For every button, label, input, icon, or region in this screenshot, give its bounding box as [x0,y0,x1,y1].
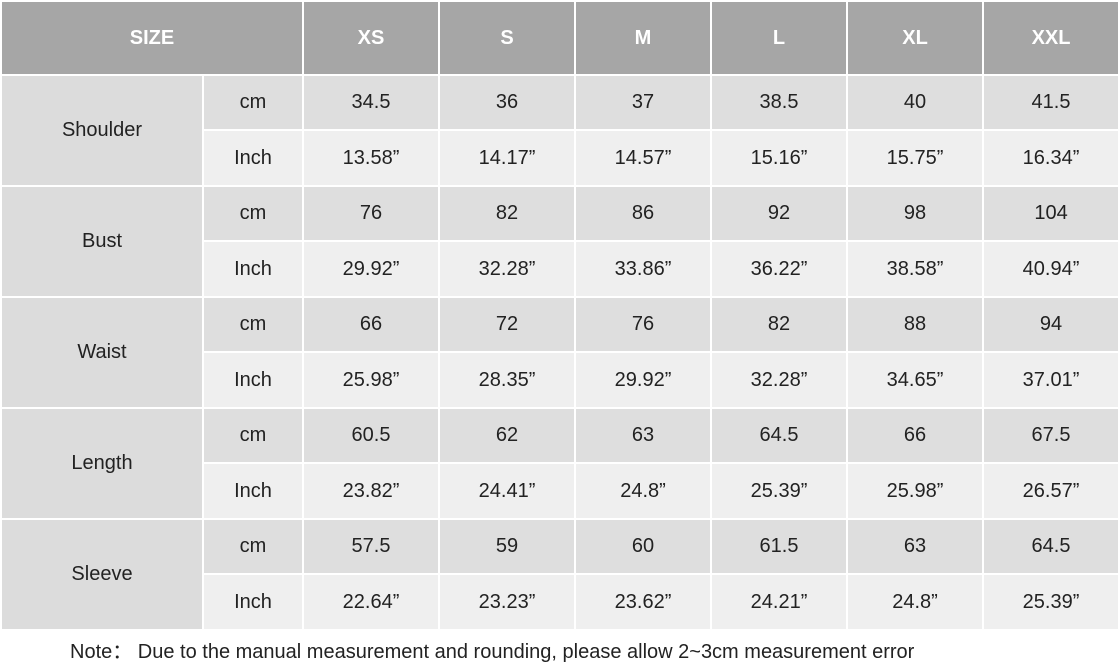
unit-cell: Inch [204,242,303,296]
header-row: SIZE XS S M L XL XXL [2,2,1119,74]
value-cell: 57.5 [304,520,439,573]
unit-cell: cm [204,298,303,351]
measurement-name: Waist [2,298,202,407]
measurement-name: Bust [2,187,202,296]
header-cell: XXL [984,2,1119,74]
value-cell: 60 [576,520,711,573]
value-cell: 38.5 [712,76,847,129]
value-cell: 15.16” [712,131,847,185]
unit-cell: cm [204,187,303,240]
value-cell: 34.5 [304,76,439,129]
value-cell: 64.5 [712,409,847,462]
data-row: Inch 23.82” 24.41” 24.8” 25.39” 25.98” 26.57” [2,464,1119,518]
value-cell: 72 [440,298,575,351]
value-cell: 104 [984,187,1119,240]
value-cell: 16.34” [984,131,1119,185]
size-table: SIZE XS S M L XL XXL Shoulder cm 34.5 36 37 38.5 40 41… [2,2,1119,629]
value-cell: 41.5 [984,76,1119,129]
value-cell: 66 [304,298,439,351]
value-cell: 26.57” [984,464,1119,518]
value-cell: 13.58” [304,131,439,185]
value-cell: 76 [576,298,711,351]
value-cell: 29.92” [304,242,439,296]
value-cell: 98 [848,187,983,240]
value-cell: 23.82” [304,464,439,518]
unit-cell: Inch [204,464,303,518]
value-cell: 36 [440,76,575,129]
data-row: Shoulder cm 34.5 36 37 38.5 40 41.5 [2,76,1119,185]
header-cell: XL [848,2,983,74]
data-row: Inch 29.92” 32.28” 33.86” 36.22” 38.58” 40.94” [2,242,1119,296]
header-cell: SIZE [2,2,303,74]
value-cell: 37 [576,76,711,129]
value-cell: 63 [848,520,983,573]
header-cell: S [440,2,575,74]
value-cell: 62 [440,409,575,462]
header-cell: XS [304,2,439,74]
value-cell: 15.75” [848,131,983,185]
value-cell: 59 [440,520,575,573]
value-cell: 76 [304,187,439,240]
measurement-name: Sleeve [2,520,202,629]
value-cell: 25.39” [984,575,1119,629]
value-cell: 37.01” [984,353,1119,407]
value-cell: 38.58” [848,242,983,296]
data-row: Bust cm 76 82 86 92 98 104 [2,187,1119,296]
value-cell: 88 [848,298,983,351]
unit-cell: cm [204,409,303,462]
value-cell: 82 [440,187,575,240]
value-cell: 64.5 [984,520,1119,573]
value-cell: 28.35” [440,353,575,407]
value-cell: 23.23” [440,575,575,629]
value-cell: 36.22” [712,242,847,296]
value-cell: 86 [576,187,711,240]
value-cell: 61.5 [712,520,847,573]
value-cell: 92 [712,187,847,240]
data-row: Inch 25.98” 28.35” 29.92” 32.28” 34.65” 37.01” [2,353,1119,407]
value-cell: 67.5 [984,409,1119,462]
note: Note： Due to the manual measurement and … [70,641,915,663]
unit-cell: Inch [204,131,303,185]
value-cell: 24.8” [848,575,983,629]
data-row: Sleeve cm 57.5 59 60 61.5 63 64.5 [2,520,1119,629]
unit-cell: cm [204,520,303,573]
measurement-name: Shoulder [2,76,202,185]
unit-cell: Inch [204,575,303,629]
measurement-name: Length [2,409,202,518]
value-cell: 32.28” [712,353,847,407]
value-cell: 25.39” [712,464,847,518]
header-cell: L [712,2,847,74]
value-cell: 66 [848,409,983,462]
value-cell: 24.41” [440,464,575,518]
value-cell: 40.94” [984,242,1119,296]
value-cell: 22.64” [304,575,439,629]
unit-cell: Inch [204,353,303,407]
value-cell: 25.98” [848,464,983,518]
value-cell: 23.62” [576,575,711,629]
data-row: Inch 22.64” 23.23” 23.62” 24.21” 24.8” 25.39” [2,575,1119,629]
value-cell: 34.65” [848,353,983,407]
value-cell: 33.86” [576,242,711,296]
value-cell: 63 [576,409,711,462]
data-row: Inch 13.58” 14.17” 14.57” 15.16” 15.75” 16.34” [2,131,1119,185]
data-row: Waist cm 66 72 76 82 88 94 [2,298,1119,407]
value-cell: 32.28” [440,242,575,296]
value-cell: 40 [848,76,983,129]
value-cell: 24.21” [712,575,847,629]
value-cell: 24.8” [576,464,711,518]
value-cell: 14.57” [576,131,711,185]
value-cell: 60.5 [304,409,439,462]
data-row: Length cm 60.5 62 63 64.5 66 67.5 [2,409,1119,518]
value-cell: 25.98” [304,353,439,407]
value-cell: 29.92” [576,353,711,407]
value-cell: 82 [712,298,847,351]
value-cell: 94 [984,298,1119,351]
unit-cell: cm [204,76,303,129]
header-cell: M [576,2,711,74]
value-cell: 14.17” [440,131,575,185]
